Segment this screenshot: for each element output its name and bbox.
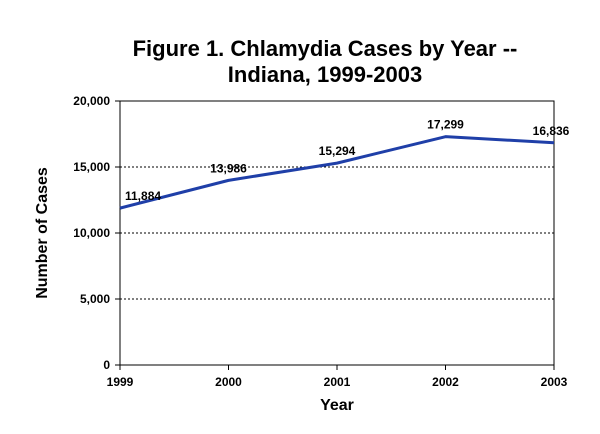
y-tick-label: 15,000 [73,160,110,174]
y-tick-label: 20,000 [73,94,110,108]
series-line [119,135,555,210]
data-label: 13,986 [210,161,247,175]
data-label: 16,836 [533,124,570,138]
y-axis-ticks: 0 5,000 10,000 15,000 20,000 [73,94,120,372]
y-axis-label: Number of Cases [34,167,51,299]
gridlines [120,166,554,300]
x-axis-label: Year [320,397,354,414]
x-tick-label: 2003 [541,375,568,389]
x-axis-ticks: 1999 2000 2001 2002 2003 [107,365,568,389]
y-tick-label: 10,000 [73,226,110,240]
y-tick-label: 5,000 [80,292,110,306]
x-tick-label: 1999 [107,375,134,389]
x-tick-label: 2000 [215,375,242,389]
chart-title-line2: Indiana, 1999-2003 [228,62,422,87]
data-labels: 11,884 13,986 15,294 17,299 16,836 [125,118,570,203]
data-label: 17,299 [427,118,464,132]
y-tick-label: 0 [103,358,110,372]
x-tick-label: 2001 [324,375,351,389]
data-label: 11,884 [125,189,161,203]
x-tick-label: 2002 [432,375,459,389]
chart-title-line1: Figure 1. Chlamydia Cases by Year -- [133,36,518,61]
data-label: 15,294 [319,144,356,158]
